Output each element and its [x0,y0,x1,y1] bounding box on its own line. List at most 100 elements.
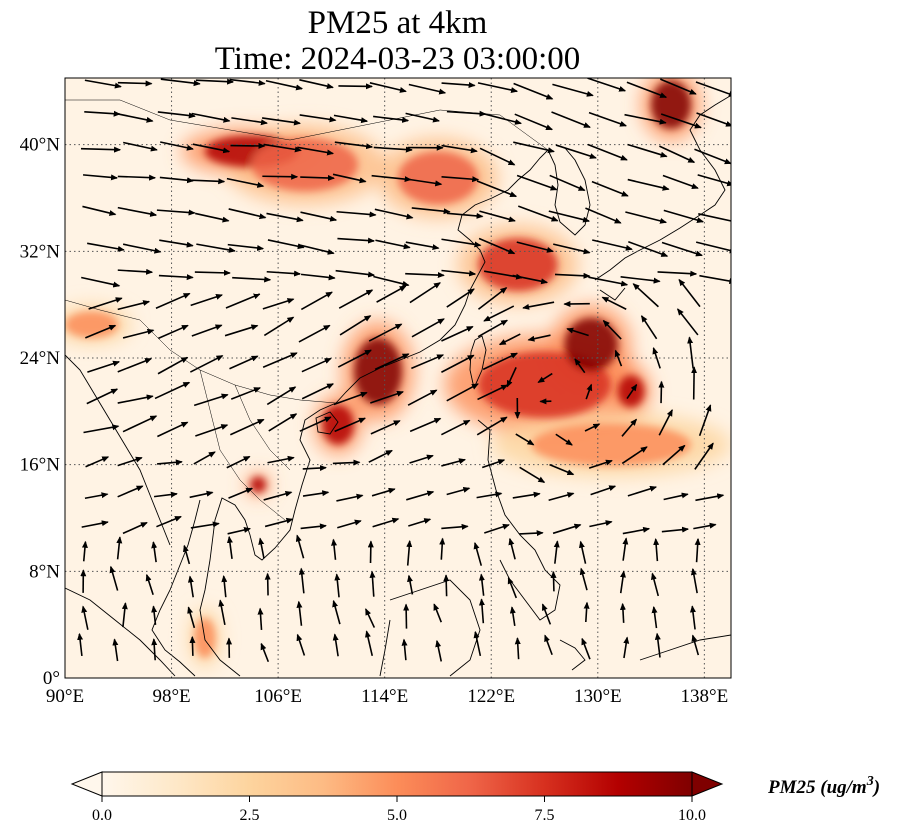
wind-arrow [262,352,298,368]
wind-arrow [374,208,414,220]
wind-arrow [225,293,261,309]
wind-arrow [498,333,521,346]
wind-arrow [371,174,412,183]
wind-arrow [373,115,410,123]
wind-arrow [371,487,396,497]
wind-arrow [694,442,714,470]
wind-arrow [588,111,627,127]
wind-arrow [109,565,119,591]
wind-arrow [691,634,700,656]
wind-arrow [627,178,670,191]
wind-arrow [160,141,194,151]
wind-arrow [300,174,335,181]
wind-arrow [663,492,689,501]
coastline-sulawesi [559,639,586,671]
wind-arrow [374,353,410,371]
wind-arrow [232,276,272,283]
wind-arrow [661,526,690,533]
wind-arrow [191,178,226,185]
wind-arrow [661,241,703,257]
wind-arrow [263,490,293,501]
colorbar: 0.0 2.5 5.0 7.5 10.0 PM25 (ug/m3) [70,771,880,824]
wind-arrow [699,274,731,285]
wind-arrow [484,523,510,534]
wind-arrow [441,419,471,436]
wind-arrow [555,433,573,446]
wind-arrow [512,491,541,499]
wind-arrow [266,270,302,277]
wind-arrow [301,383,335,400]
wind-arrow [295,534,305,559]
x-tick-label: 122°E [467,686,515,707]
wind-arrow [695,81,731,97]
wind-arrow [441,82,476,89]
wind-arrow [406,539,413,566]
wind-arrow [116,536,123,560]
wind-arrow [84,79,122,89]
wind-arrow [336,210,377,218]
wind-arrow [516,174,558,191]
wind-arrow [628,240,669,257]
wind-arrow [195,424,229,437]
wind-arrow [228,487,254,499]
wind-arrow [337,349,372,368]
wind-arrow [266,212,304,223]
wind-arrow [435,639,443,662]
wind-arrow [626,81,668,99]
wind-arrow [549,463,575,476]
wind-arrow [640,315,658,340]
wind-arrow [80,146,122,153]
wind-arrow [365,608,376,628]
wind-arrow [300,273,336,281]
wind-arrow [589,520,613,528]
wind-arrow [332,459,361,466]
wind-arrow [446,486,471,496]
wind-arrow [478,573,485,596]
x-axis-tick-labels: 90°E 98°E 106°E 114°E 122°E 130°E 138°E [46,686,728,707]
wind-arrow [508,537,516,560]
wind-arrow [157,421,189,438]
wind-arrow [695,493,725,502]
wind-arrow [372,517,400,528]
wind-arrow [122,243,162,254]
wind-arrow [81,276,121,288]
wind-arrow [694,148,731,165]
wind-arrow [160,78,201,87]
wind-arrow [696,112,731,127]
wind-arrow [260,642,270,663]
y-axis-tick-labels: 0° 8°N 16°N 24°N 32°N 40°N [20,135,61,689]
wind-arrow [552,523,582,535]
wind-arrow [574,358,586,374]
wind-arrow [441,523,469,530]
wind-arrow [654,632,661,658]
wind-arrow [409,417,442,433]
wind-arrow [578,540,587,564]
wind-arrow [622,526,651,535]
y-tick-label: 0° [43,668,60,689]
wind-arrow [191,112,231,123]
wind-arrow [373,275,410,287]
wind-arrow [262,173,299,180]
wind-arrow [122,415,158,433]
wind-arrow [337,237,376,244]
wind-arrow [441,144,478,154]
wind-arrow [267,455,295,464]
wind-arrow [87,242,125,252]
wind-arrow [332,633,339,657]
wind-arrow [262,298,295,310]
pm25-plume [398,151,478,205]
colorbar-tick-label: 0.0 [92,807,112,824]
wind-arrow [85,456,110,468]
wind-arrow [187,606,196,629]
wind-arrow [226,455,251,469]
wind-arrow [660,78,697,95]
coastline-malay-peninsula [151,499,201,677]
wind-arrow [566,327,589,337]
wind-arrow [333,391,368,406]
wind-arrow [627,143,668,158]
wind-arrow [678,278,701,308]
y-tick-label: 24°N [20,348,61,369]
x-tick-label: 130°E [574,686,622,707]
colorbar-extend-min [70,771,103,797]
